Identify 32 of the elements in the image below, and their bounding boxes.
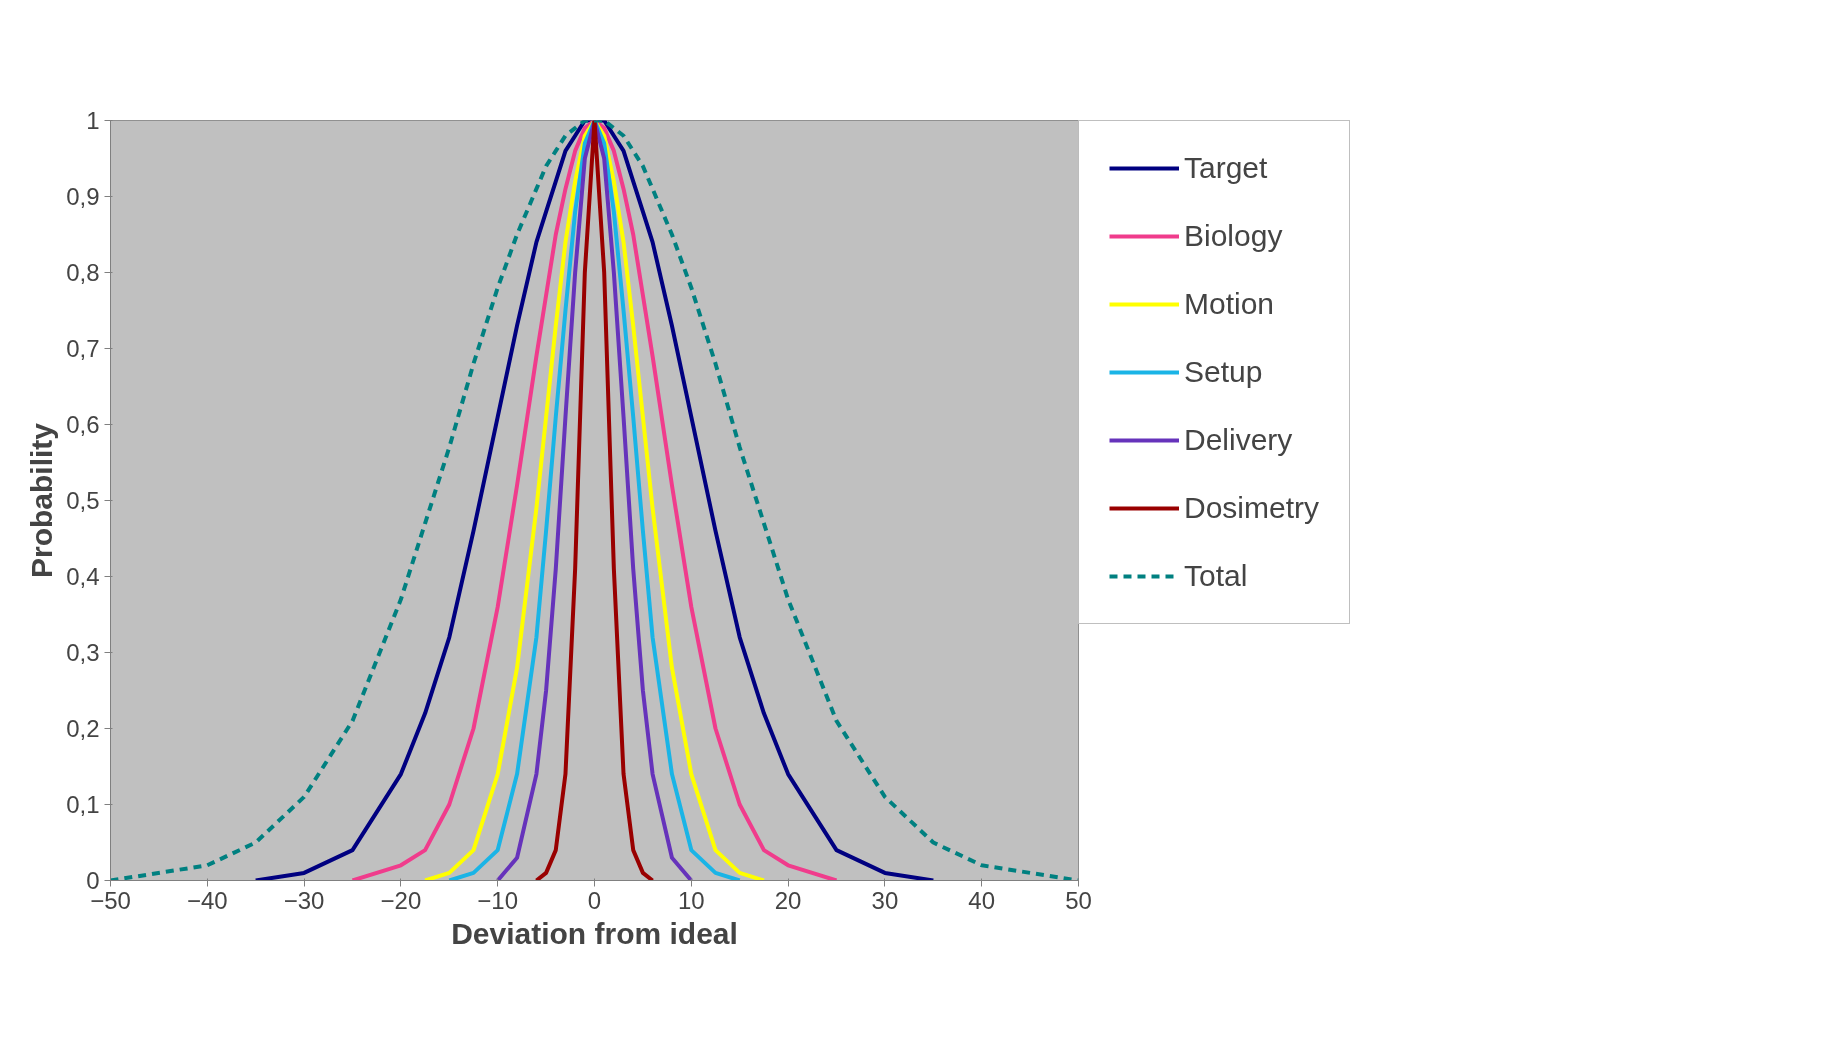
x-tick-label: −10 [477,886,519,914]
legend-label: Setup [1184,355,1263,389]
x-tick-label: 10 [677,886,705,914]
y-tick-label: 0,4 [66,563,100,590]
y-tick-label: 0,2 [66,715,100,742]
y-tick-label: 1 [86,107,100,134]
y-tick-label: 0,9 [66,183,100,210]
line-series [534,120,655,881]
x-tick-label: 0 [587,886,602,914]
x-tick-label: −30 [283,886,325,914]
legend-label: Delivery [1184,423,1293,457]
y-tick-label: 0,8 [66,259,100,286]
y-tick-label: 0,5 [66,487,100,514]
x-axis-title: Deviation from ideal [451,916,738,950]
legend-label: Motion [1184,287,1275,321]
legend-label: Biology [1184,219,1283,253]
y-tick-label: 0,7 [66,335,100,362]
x-tick-label: 40 [968,886,996,914]
x-tick-label: 20 [774,886,802,914]
y-tick-label: 0,1 [66,791,100,818]
legend-label: Total [1184,559,1248,593]
line-series [350,120,839,881]
y-tick-label: 0,3 [66,639,100,666]
legend-label: Dosimetry [1184,491,1320,525]
line-series [253,120,936,881]
x-tick-label: −40 [186,886,228,914]
y-axis-title: Probability [25,422,59,579]
x-tick-label: 30 [871,886,899,914]
x-tick-label: 50 [1065,886,1092,914]
legend-label: Target [1184,151,1268,185]
y-tick-label: 0,6 [66,411,100,438]
x-tick-label: −20 [380,886,422,914]
